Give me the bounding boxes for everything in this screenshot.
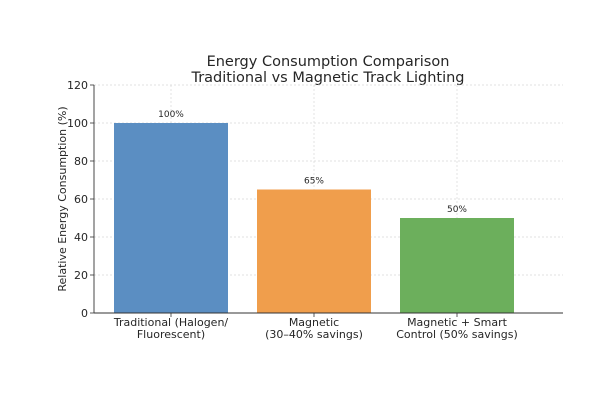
x-tick-label: Magnetic + Smart [407,316,508,329]
y-tick-label: 40 [74,231,88,244]
chart-subtitle: Traditional vs Magnetic Track Lighting [190,70,464,86]
x-tick-label: Fluorescent) [137,328,205,341]
data-label: 50% [447,205,467,215]
y-tick-label: 20 [74,269,88,282]
x-tick-label: Control (50% savings) [396,328,518,341]
data-label: 100% [158,110,184,120]
y-tick-label: 80 [74,155,88,168]
bar [400,218,514,313]
bar [257,189,371,313]
y-tick-label: 0 [81,307,88,320]
chart-title: Energy Consumption Comparison [207,54,450,70]
x-tick-label: Magnetic [289,316,339,329]
bar [114,123,228,313]
y-tick-label: 60 [74,193,88,206]
x-tick-label: (30–40% savings) [265,328,363,341]
y-axis-label: Relative Energy Consumption (%) [56,106,69,291]
y-tick-label: 100 [67,117,88,130]
data-label: 65% [304,177,324,187]
y-tick-label: 120 [67,79,88,92]
x-tick-label: Traditional (Halogen/ [113,316,229,329]
